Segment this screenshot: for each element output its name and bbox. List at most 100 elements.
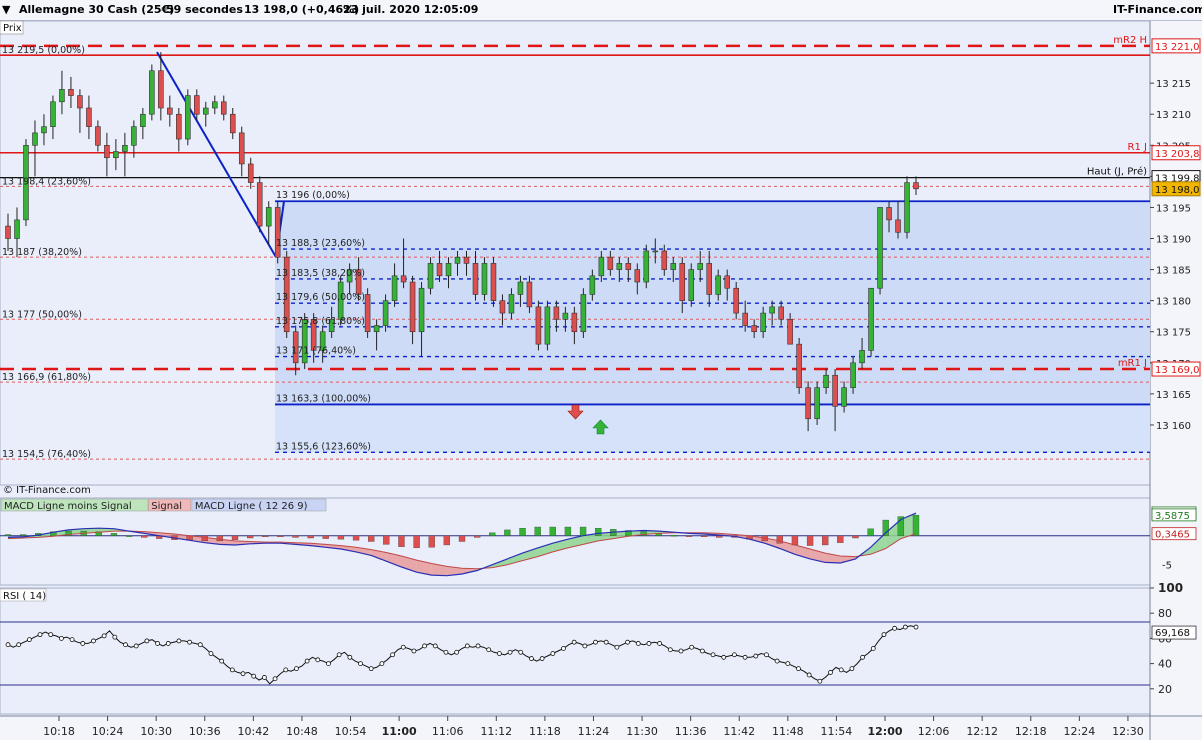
level-price-tag-text: 13 221,0 <box>1155 42 1200 53</box>
menu-arrow-icon[interactable]: ▼ <box>2 3 11 16</box>
macd-histogram-bar <box>897 516 905 536</box>
x-tick-label: 11:30 <box>626 725 658 738</box>
x-tick-label: 12:00 <box>867 725 902 738</box>
y-tick-label: 13 160 <box>1156 421 1191 432</box>
fib-left-label: 13 187 (38,20%) <box>2 247 82 258</box>
rsi-point <box>742 654 748 660</box>
rsi-point <box>400 644 406 650</box>
rsi-point <box>37 632 43 638</box>
macd-fill-segment <box>446 566 462 576</box>
rsi-point <box>860 654 865 660</box>
candle-body <box>113 151 119 159</box>
rsi-point <box>261 675 267 680</box>
candle-body <box>265 207 272 227</box>
rsi-point <box>582 643 588 649</box>
rsi-point <box>603 639 609 645</box>
rsi-point <box>272 676 278 682</box>
candle-body <box>185 95 191 140</box>
x-tick-label: 12:30 <box>1112 725 1144 738</box>
macd-histogram-bar <box>685 535 693 537</box>
macd-histogram-bar <box>307 535 314 539</box>
candle-body <box>158 70 164 109</box>
macd-histogram-bar <box>352 535 360 541</box>
x-tick-label: 12:24 <box>1064 725 1096 738</box>
rsi-point <box>881 632 887 638</box>
y-tick-label: 13 215 <box>1156 79 1191 90</box>
candle-body <box>167 107 173 115</box>
candle-body <box>346 269 353 283</box>
rsi-value-tag <box>1151 625 1197 640</box>
macd-fill-segment <box>870 532 886 555</box>
candle-body <box>886 207 892 221</box>
rsi-point <box>507 649 513 655</box>
candle-body <box>580 294 587 333</box>
candle-body <box>400 275 407 283</box>
candle-body <box>140 113 146 127</box>
x-tick-label: 11:54 <box>821 725 853 738</box>
candle-body <box>571 312 578 333</box>
macd-histogram-bar <box>579 526 587 536</box>
macd-line <box>7 512 917 577</box>
candle-body <box>328 319 335 333</box>
macd-histogram-bar <box>95 531 102 536</box>
macd-histogram-bar <box>246 535 254 539</box>
rsi-point <box>838 667 844 673</box>
copyright-label: © IT-Finance.com <box>3 485 91 496</box>
macd-histogram-bar <box>65 530 72 536</box>
x-tick-label: 11:36 <box>675 725 707 738</box>
macd-fill-segment <box>900 513 916 539</box>
rsi-point <box>197 642 203 648</box>
macd-fill-segment <box>416 560 432 576</box>
rsi-point <box>828 670 833 675</box>
candle-body <box>436 263 443 277</box>
macd-histogram-bar <box>489 532 496 536</box>
candle-body <box>634 269 641 283</box>
macd-fill-segment <box>371 549 387 562</box>
level-price-tag <box>1151 361 1201 377</box>
rsi-point <box>817 678 823 684</box>
rsi-point <box>625 639 630 645</box>
candle-body <box>50 101 56 127</box>
candle-body <box>409 281 416 333</box>
macd-histogram-bar <box>473 535 481 538</box>
candle-body <box>337 281 344 320</box>
candle-body <box>176 113 182 140</box>
rsi-point <box>732 652 737 658</box>
rsi-point <box>315 657 321 663</box>
rsi-point <box>187 639 193 645</box>
rsi-point <box>913 624 919 630</box>
rsi-point <box>59 636 64 641</box>
macd-legend-item: MACD Ligne moins Signal <box>4 501 132 512</box>
brand-link[interactable]: IT-Finance.com <box>1113 3 1202 16</box>
rsi-point <box>347 654 353 660</box>
rsi-point <box>657 641 663 646</box>
candle-body <box>859 350 865 364</box>
candle-body <box>517 281 524 295</box>
rsi-point <box>123 642 128 648</box>
candle-body <box>697 263 704 270</box>
rsi-point <box>721 654 727 660</box>
rsi-label-box <box>0 588 47 602</box>
macd-histogram-bar <box>822 535 829 546</box>
rsi-point <box>539 656 545 661</box>
candle-body <box>229 113 236 134</box>
candle-body <box>41 126 47 134</box>
x-tick-label: 12:06 <box>918 725 950 738</box>
rsi-point <box>251 673 257 679</box>
candle-body <box>5 225 11 239</box>
rsi-point <box>219 658 225 664</box>
rsi-point <box>379 661 385 666</box>
rsi-point <box>464 643 470 649</box>
rsi-point <box>571 639 577 645</box>
fib-right-label: 13 196 (0,00%) <box>276 190 350 201</box>
x-tick-label: 11:18 <box>529 725 561 738</box>
macd-histogram-bar <box>504 529 511 536</box>
candle-body <box>382 300 389 326</box>
candle-body <box>77 95 83 109</box>
rsi-point <box>133 643 139 649</box>
rsi-point <box>5 642 11 648</box>
level-price-tag-text: 13 169,0 <box>1155 365 1200 376</box>
x-tick-label: 10:36 <box>189 725 221 738</box>
candle-body <box>283 256 290 333</box>
